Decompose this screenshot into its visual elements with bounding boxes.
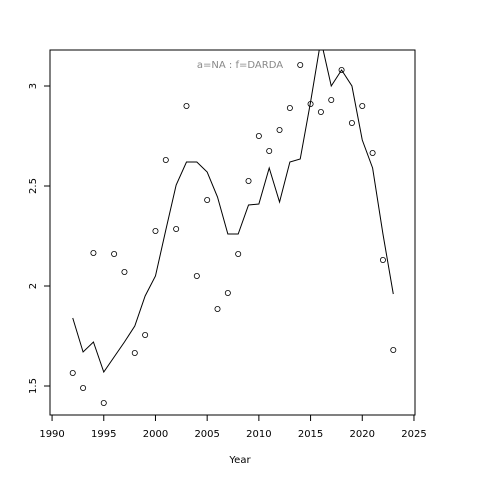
data-point bbox=[390, 346, 397, 353]
x-axis-label: Year bbox=[228, 455, 251, 466]
data-point bbox=[204, 196, 211, 203]
data-point bbox=[214, 305, 221, 312]
data-point bbox=[359, 103, 366, 110]
data-point bbox=[317, 109, 324, 116]
y-tick-label: 2 bbox=[28, 283, 39, 289]
x-tick-label: 2000 bbox=[143, 429, 168, 440]
trend-line bbox=[72, 50, 394, 374]
plot-area bbox=[69, 50, 397, 406]
data-point bbox=[142, 331, 149, 338]
x-tick-label: 2020 bbox=[350, 429, 375, 440]
x-tick-label: 1995 bbox=[91, 429, 116, 440]
data-point bbox=[183, 103, 190, 110]
data-point bbox=[245, 177, 252, 184]
data-point bbox=[235, 250, 242, 257]
data-point bbox=[286, 105, 293, 112]
data-point bbox=[80, 384, 87, 391]
data-point bbox=[152, 227, 159, 234]
data-point bbox=[379, 256, 386, 263]
x-tick-label: 1990 bbox=[39, 429, 64, 440]
data-point bbox=[193, 272, 200, 279]
data-point bbox=[100, 399, 107, 406]
data-point bbox=[69, 369, 76, 376]
data-point bbox=[173, 225, 180, 232]
data-point bbox=[255, 132, 262, 139]
data-point bbox=[90, 249, 97, 256]
data-point bbox=[162, 156, 169, 163]
data-point bbox=[369, 149, 376, 156]
x-tick-label: 2005 bbox=[194, 429, 219, 440]
y-tick-label: 1.5 bbox=[28, 378, 39, 394]
data-point bbox=[297, 62, 304, 69]
y-tick-label: 3 bbox=[28, 83, 39, 89]
data-point bbox=[276, 127, 283, 134]
x-tick-label: 2025 bbox=[401, 429, 426, 440]
x-tick-label: 2015 bbox=[298, 429, 323, 440]
data-point bbox=[111, 250, 118, 257]
plot-box bbox=[49, 49, 416, 416]
data-point bbox=[338, 67, 345, 74]
y-tick-label: 2.5 bbox=[28, 178, 39, 194]
x-tick-label: 2010 bbox=[246, 429, 271, 440]
data-point bbox=[224, 289, 231, 296]
chart-title: a=NA : f=DARDA bbox=[197, 60, 283, 71]
data-point bbox=[131, 349, 138, 356]
data-point bbox=[348, 120, 355, 127]
data-point bbox=[328, 97, 335, 104]
data-point bbox=[266, 147, 273, 154]
data-point bbox=[121, 268, 128, 275]
